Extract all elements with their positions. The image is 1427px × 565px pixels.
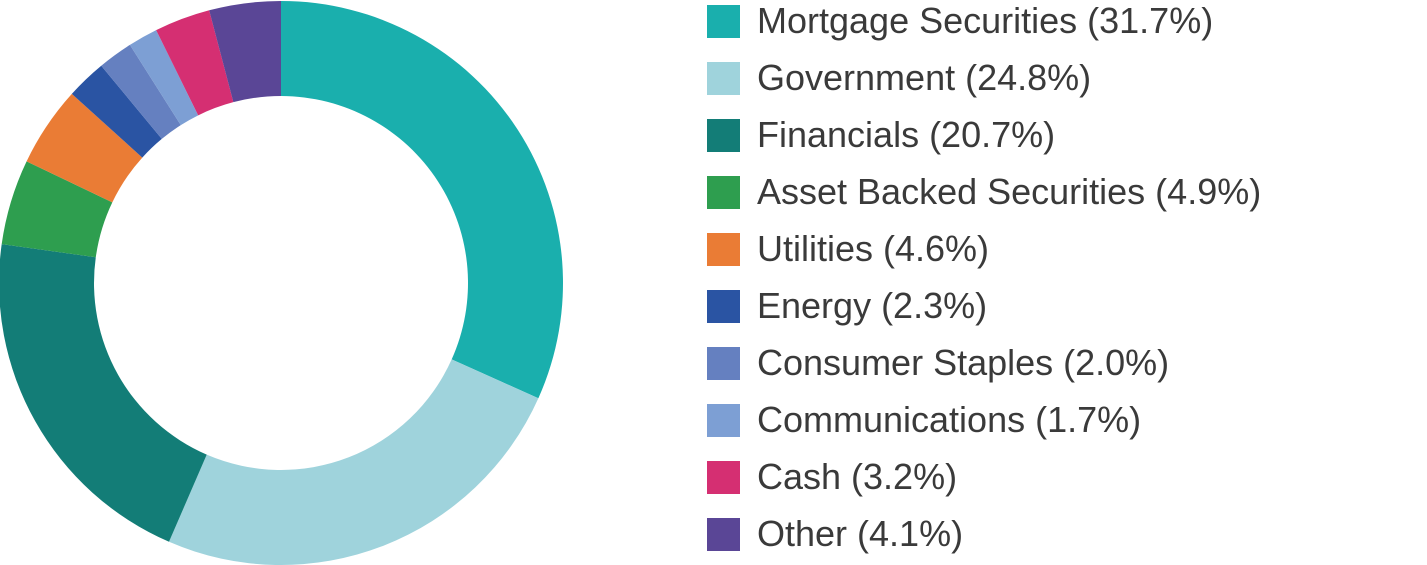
donut-slice — [129, 30, 199, 126]
donut-slice — [169, 359, 539, 565]
legend-swatch — [707, 176, 740, 209]
donut-slice — [209, 1, 281, 103]
donut-slice — [71, 65, 162, 158]
donut-slice — [0, 244, 207, 542]
legend-swatch — [707, 233, 740, 266]
legend-swatch — [707, 461, 740, 494]
legend-label: Financials (20.7%) — [757, 114, 1055, 155]
legend-label: Energy (2.3%) — [757, 285, 987, 326]
legend-label: Consumer Staples (2.0%) — [757, 342, 1169, 383]
legend-label: Communications (1.7%) — [757, 399, 1141, 440]
donut-slice — [156, 10, 234, 116]
legend-swatch — [707, 404, 740, 437]
donut-slice — [26, 93, 143, 203]
legend-swatch — [707, 347, 740, 380]
legend-swatch — [707, 290, 740, 323]
legend-swatch — [707, 5, 740, 38]
legend-swatch — [707, 119, 740, 152]
legend-label: Cash (3.2%) — [757, 456, 957, 497]
legend-label: Asset Backed Securities (4.9%) — [757, 171, 1261, 212]
legend-swatch — [707, 518, 740, 551]
legend-label: Utilities (4.6%) — [757, 228, 989, 269]
legend-swatch — [707, 62, 740, 95]
legend-label: Mortgage Securities (31.7%) — [757, 0, 1213, 41]
donut-slice — [101, 44, 181, 139]
donut-slice — [281, 1, 563, 399]
legend-label: Other (4.1%) — [757, 513, 963, 554]
donut-slice — [1, 161, 113, 258]
legend-label: Government (24.8%) — [757, 57, 1091, 98]
